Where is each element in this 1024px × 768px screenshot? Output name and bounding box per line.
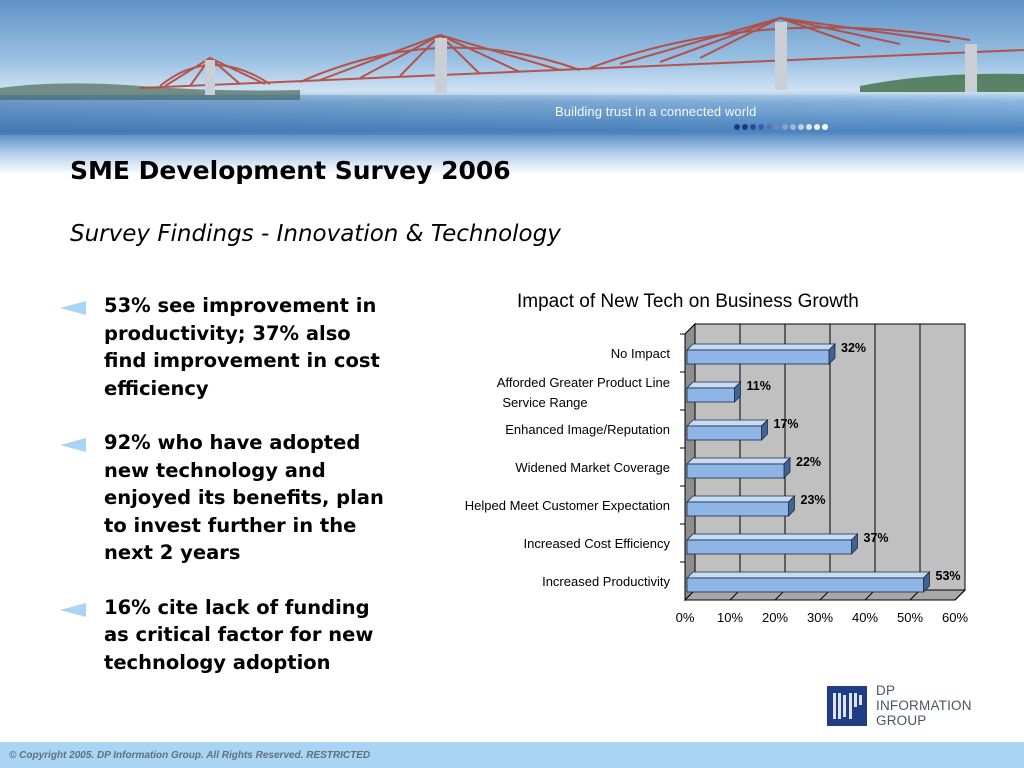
bar-top [686,381,742,389]
category-label: No Impact [611,346,671,361]
banner-tagline: Building trust in a connected world [555,104,757,119]
category-label: Increased Productivity [542,574,670,589]
x-tick-label: 40% [852,610,878,625]
bar-top [686,419,769,427]
finding-text: 53% see improvement in productivity; 37%… [104,294,380,400]
category-label: Widened Market Coverage [515,460,670,475]
bar [686,501,789,517]
logo-line: DP [876,683,896,698]
data-label: 17% [774,417,799,431]
bar [686,539,852,555]
banner-dot [790,124,796,130]
bar [686,349,830,365]
data-label: 53% [936,569,961,583]
category-label: Helped Meet Customer Expectation [465,498,670,513]
x-tick-label: 20% [762,610,788,625]
chart-title: Impact of New Tech on Business Growth [517,291,859,312]
logo-line: GROUP [876,713,927,728]
banner-dot [798,124,804,130]
finding-text: 16% cite lack of funding as critical fac… [104,595,374,674]
bar-top [686,343,836,351]
data-label: 23% [801,493,826,507]
bar-top [686,571,931,579]
data-label: 37% [864,531,889,545]
x-tick-label: 10% [717,610,743,625]
banner-dot [806,124,812,130]
logo-line: INFORMATION [876,698,972,713]
bar [686,425,762,441]
x-tick-label: 60% [942,610,968,625]
category-label: Increased Cost Efficiency [524,536,671,551]
list-item: 16% cite lack of funding as critical fac… [58,594,398,677]
x-tick-label: 50% [897,610,923,625]
company-logo-text: DP INFORMATION GROUP [876,683,972,728]
data-label: 32% [841,341,866,355]
data-label: 22% [796,455,821,469]
company-logo [827,686,867,726]
bridge-icon [0,0,1024,175]
category-label: Enhanced Image/Reputation [505,422,670,437]
list-item: 53% see improvement in productivity; 37%… [58,292,398,402]
bar-top [686,457,791,465]
header-banner: Building trust in a connected world [0,0,1024,175]
triangle-arrow-icon [60,438,86,452]
banner-dot [814,124,820,130]
bar [686,577,924,593]
banner-dot [782,124,788,130]
page-subtitle: Survey Findings - Innovation & Technolog… [70,221,561,247]
bar [686,387,735,403]
banner-dot [750,124,756,130]
banner-dot [742,124,748,130]
triangle-arrow-icon [60,602,86,617]
finding-text: 92% who have adopted new technology and … [104,431,384,564]
x-tick-label: 0% [676,610,695,625]
x-tick-label: 30% [807,610,833,625]
banner-dots [734,124,830,132]
bar [686,463,785,479]
banner-dot [734,124,740,130]
data-label: 11% [747,379,771,393]
banner-dot [758,124,764,130]
page-title: SME Development Survey 2006 [70,156,511,185]
banner-dot [822,124,828,130]
copyright-text: © Copyright 2005. DP Information Group. … [9,750,371,761]
bar-chart: 0% 10% 20% 30% 40% 50% 60% No Impact 32% Afforded… [465,322,968,625]
banner-dot [774,124,780,130]
footer-bar: © Copyright 2005. DP Information Group. … [0,742,1024,768]
findings-list: 53% see improvement in productivity; 37%… [58,292,398,703]
category-label: Afforded Greater Product Line [497,375,670,390]
list-item: 92% who have adopted new technology and … [58,429,398,567]
banner-dot [766,124,772,130]
triangle-arrow-icon [60,301,86,315]
bar-top [686,495,796,503]
category-label: Service Range [502,395,587,410]
grid-line [954,589,966,601]
bar-top [686,533,859,541]
